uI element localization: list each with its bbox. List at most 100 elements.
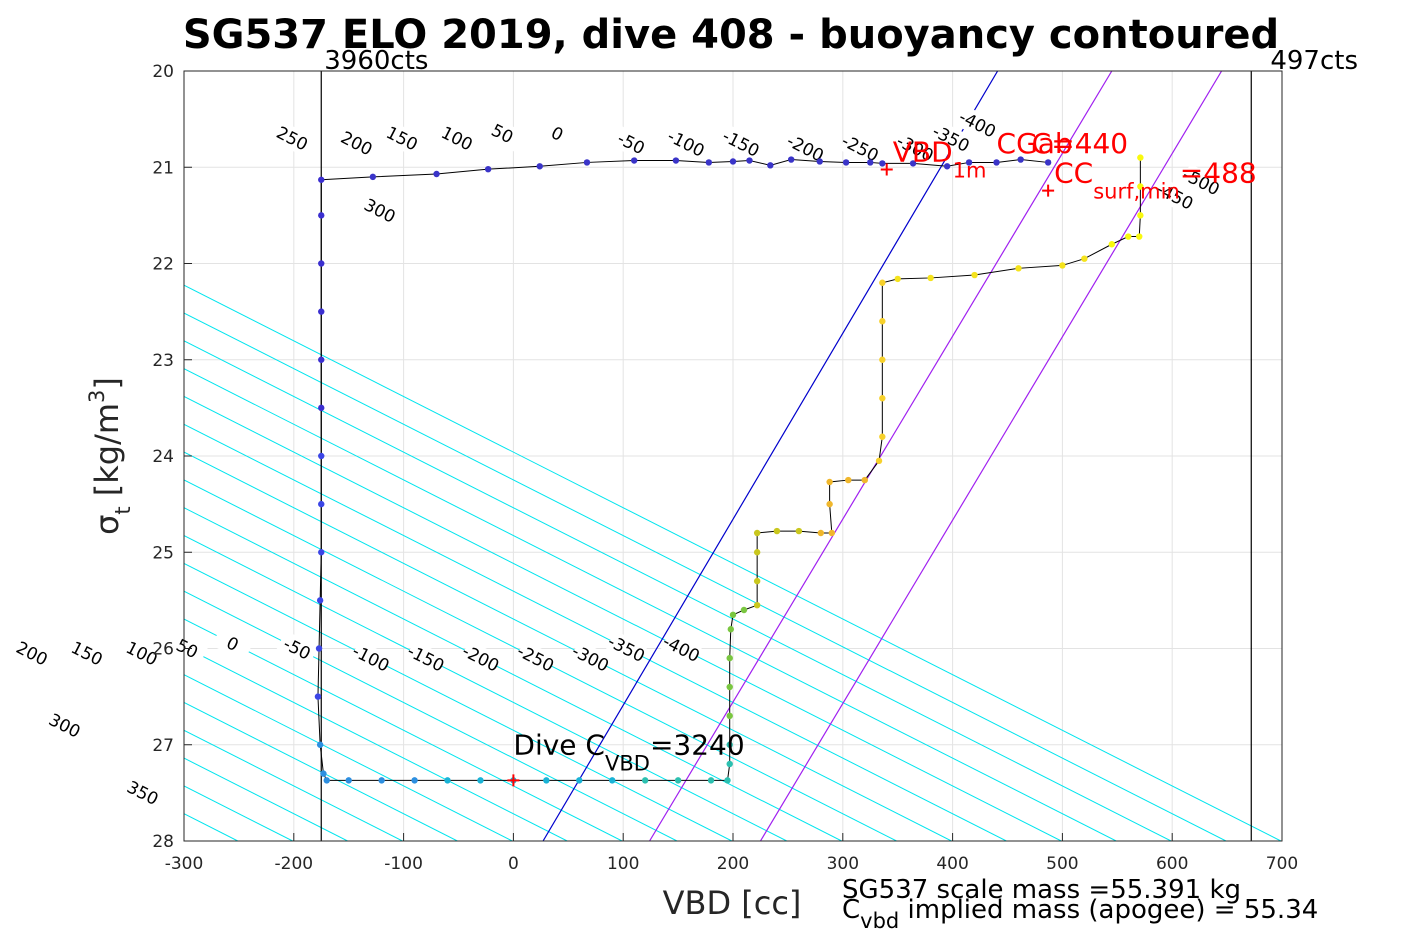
track-point xyxy=(411,777,418,784)
y-tick-label: 26 xyxy=(152,640,174,660)
x-tick-label: 500 xyxy=(1046,854,1078,874)
contour-label-bg xyxy=(211,625,254,662)
track-point xyxy=(345,777,352,784)
x-tick-label: 300 xyxy=(827,854,859,874)
track-point xyxy=(816,158,823,165)
chart-title: SG537 ELO 2019, dive 408 - buoyancy cont… xyxy=(183,12,1279,58)
track-point xyxy=(943,163,951,170)
annotation-marker xyxy=(507,774,520,787)
contour-label-bg xyxy=(459,640,502,677)
track-point xyxy=(1136,233,1143,240)
track-point xyxy=(894,275,901,283)
track-line-profile xyxy=(317,157,1141,781)
annotation-rest: ab xyxy=(1038,127,1073,160)
contour-label-bg xyxy=(514,640,557,677)
track-point xyxy=(323,777,330,784)
track-point xyxy=(787,156,795,163)
contour-label-bg xyxy=(65,635,109,672)
x-tick-label: 600 xyxy=(1156,854,1188,874)
contour-label-bg xyxy=(271,120,314,157)
contour-line xyxy=(184,646,568,841)
contour-line xyxy=(184,312,1227,841)
contour-label-bg xyxy=(404,640,447,677)
implied-mass-c: C xyxy=(842,895,860,925)
track-point xyxy=(842,159,850,166)
contour-label-bg xyxy=(121,774,164,811)
track-point xyxy=(316,741,324,748)
contour-label-bg xyxy=(1180,163,1223,200)
track-point xyxy=(879,433,886,440)
track-point xyxy=(318,176,325,183)
track-point xyxy=(965,159,973,166)
contour-label-bg xyxy=(569,640,612,677)
y-axis-label-close: ] xyxy=(88,377,126,389)
track-point xyxy=(705,159,713,166)
track-point xyxy=(484,165,492,173)
annotation-main: VBD xyxy=(893,135,953,168)
x-tick-label: -300 xyxy=(165,854,204,874)
track-point xyxy=(609,777,616,784)
track-point xyxy=(845,476,852,484)
track-point xyxy=(726,741,733,748)
track-point xyxy=(826,500,833,508)
track-point xyxy=(318,212,325,219)
track-point xyxy=(315,645,323,652)
reference-line xyxy=(649,71,1113,841)
track-point xyxy=(861,476,868,484)
track-point xyxy=(477,777,484,784)
contour-label-bg xyxy=(605,630,648,667)
contour-label-bg xyxy=(381,120,424,157)
y-axis-label-sup: 3 xyxy=(85,390,109,403)
track-point xyxy=(753,529,761,537)
track-point xyxy=(318,308,325,315)
annotation-text: C=440 xyxy=(1032,127,1128,160)
track-point xyxy=(318,549,325,556)
track-point xyxy=(1081,255,1088,262)
contour-line xyxy=(184,701,458,841)
track-point xyxy=(583,159,591,166)
annotation-sub: VBD xyxy=(605,751,650,775)
track-point xyxy=(1125,233,1132,240)
track-point xyxy=(879,279,886,286)
svg-text:σt [kg/m3]: σt [kg/m3] xyxy=(85,377,135,535)
track-point xyxy=(318,260,325,267)
contour-line xyxy=(184,590,678,841)
track-point xyxy=(1059,262,1066,269)
y-tick-label: 25 xyxy=(152,543,174,563)
track-point xyxy=(726,760,733,768)
contour-label-bg xyxy=(358,192,401,229)
track-point xyxy=(927,274,934,282)
dive-track xyxy=(314,154,1144,784)
track-point xyxy=(1137,154,1144,161)
annotation-rest: =3240 xyxy=(650,728,745,761)
track-point xyxy=(909,160,917,167)
x-tick-label: -200 xyxy=(275,854,314,874)
track-point xyxy=(826,478,833,486)
track-point xyxy=(740,606,748,614)
annotation-main: CC xyxy=(1054,157,1093,190)
track-point xyxy=(707,777,715,784)
track-point xyxy=(828,529,836,537)
contour-line xyxy=(184,368,1117,841)
annotation-text: CCsurf,min=488 xyxy=(1054,157,1257,204)
track-point xyxy=(795,527,803,535)
y-tick-label: 23 xyxy=(152,351,174,371)
y-axis-ticks: 20 21 22 23 24 25 26 27 28 xyxy=(152,62,192,852)
track-point xyxy=(1137,183,1144,190)
track-point xyxy=(753,601,761,609)
y-tick-label: 22 xyxy=(152,255,174,275)
track-point xyxy=(378,777,385,784)
track-point xyxy=(1044,159,1052,166)
track-point xyxy=(318,452,325,460)
track-point xyxy=(1015,265,1022,272)
track-point xyxy=(316,597,324,604)
track-point xyxy=(879,318,886,325)
annotation-main: C xyxy=(1032,127,1052,160)
contour-label-bg xyxy=(719,125,763,162)
x-tick-label: 200 xyxy=(717,854,749,874)
track-point xyxy=(746,157,753,164)
track-point xyxy=(729,611,737,619)
contour-label-bg xyxy=(660,630,703,667)
track-point xyxy=(767,162,774,169)
